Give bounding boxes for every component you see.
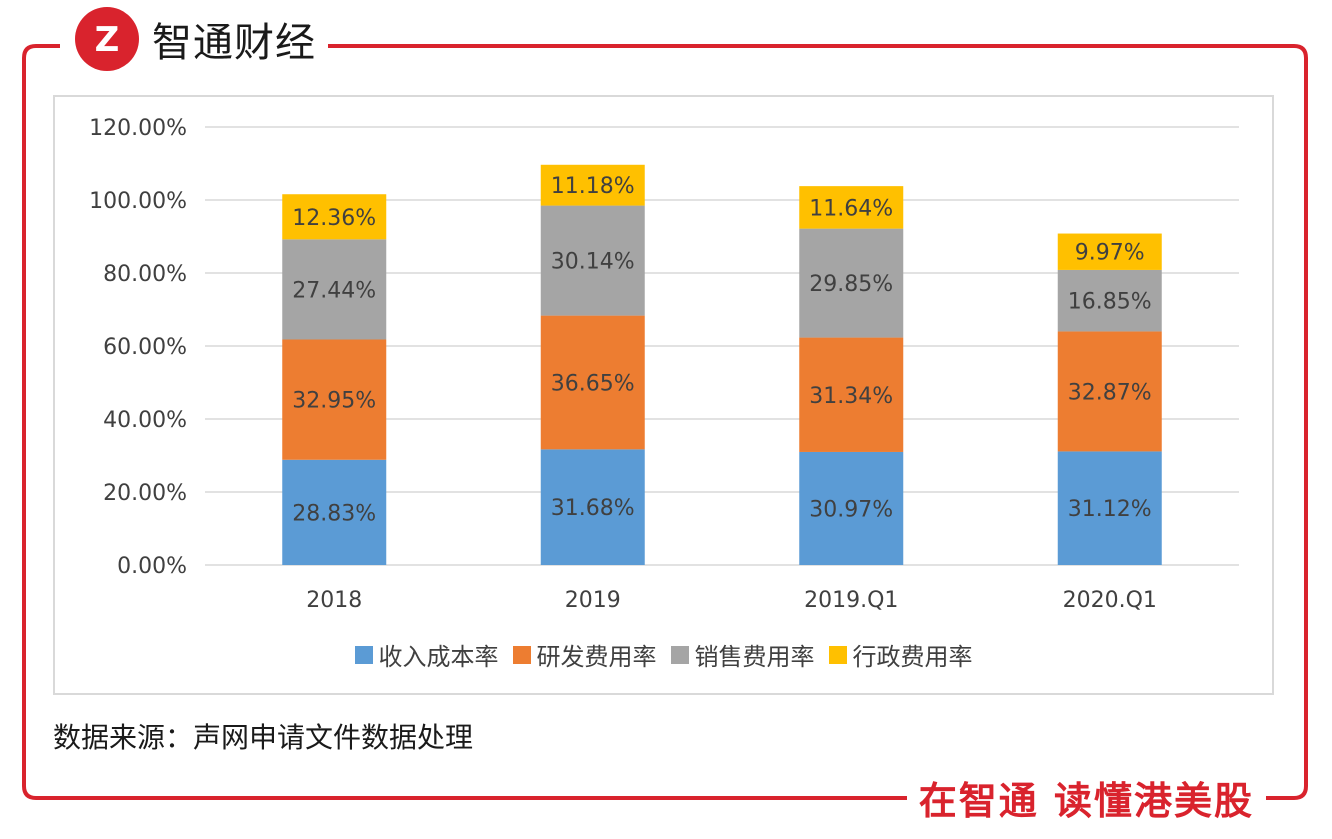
bar-segment [282, 339, 387, 460]
data-label: 31.68% [551, 496, 635, 521]
data-label: 11.18% [551, 174, 635, 199]
y-tick-label: 60.00% [103, 335, 187, 360]
x-tick-label: 2019 [565, 588, 621, 613]
bar-segment [540, 164, 645, 206]
bar-segment [1057, 233, 1162, 270]
data-label: 32.87% [1068, 380, 1152, 405]
bar-segment [799, 451, 904, 565]
data-label: 30.97% [809, 497, 893, 522]
data-label: 28.83% [292, 501, 376, 526]
chart-legend: 收入成本率 研发费用率 销售费用率 行政费用率 [55, 637, 1272, 672]
chart-container: 0.00% 20.00% 40.00% 60.00% 80.00% 100.00% 120.… [53, 95, 1274, 695]
brand-logo-icon: Z [75, 7, 139, 71]
legend-item: 行政费用率 [828, 637, 973, 672]
data-label: 9.97% [1075, 241, 1145, 266]
legend-item: 研发费用率 [512, 637, 657, 672]
x-tick-label: 2020.Q1 [1063, 588, 1157, 613]
bar-segment [282, 194, 387, 240]
legend-item: 收入成本率 [354, 637, 499, 672]
data-label: 27.44% [292, 278, 376, 303]
y-tick-label: 100.00% [89, 189, 187, 214]
legend-swatch [354, 645, 373, 664]
data-label: 32.95% [292, 389, 376, 414]
legend-label: 收入成本率 [378, 643, 499, 671]
bar-segment [799, 337, 904, 452]
legend-item: 销售费用率 [670, 637, 815, 672]
bar-segment [540, 449, 645, 565]
bar-segment [1057, 451, 1162, 565]
legend-swatch [828, 645, 847, 664]
legend-swatch [512, 645, 531, 664]
brand-logo-glyph: Z [95, 20, 120, 60]
legend-label: 销售费用率 [694, 643, 815, 671]
frame-border [22, 44, 1308, 800]
data-label: 12.36% [292, 206, 376, 231]
source-note: 数据来源：声网申请文件数据处理 [53, 721, 474, 754]
bar-segment [799, 228, 904, 338]
legend-label: 行政费用率 [852, 643, 973, 671]
data-label: 11.64% [809, 196, 893, 221]
data-label: 36.65% [551, 371, 635, 396]
data-label: 31.34% [809, 384, 893, 409]
y-tick-label: 80.00% [103, 262, 187, 287]
legend-swatch [670, 645, 689, 664]
bar-segment [282, 239, 387, 340]
data-label: 30.14% [551, 250, 635, 275]
x-tick-label: 2019.Q1 [804, 588, 898, 613]
stacked-bar-chart: 0.00% 20.00% 40.00% 60.00% 80.00% 100.00% 120.… [89, 116, 1239, 613]
data-label: 16.85% [1068, 290, 1152, 315]
brand-header: Z 智通财经 [74, 6, 328, 72]
y-tick-label: 20.00% [103, 481, 187, 506]
bar-segment [1057, 331, 1162, 452]
data-label: 29.85% [809, 272, 893, 297]
bar-segment [540, 205, 645, 316]
y-tick-label: 120.00% [89, 116, 187, 141]
y-tick-label: 40.00% [103, 408, 187, 433]
bar-segment [1057, 269, 1162, 332]
bar-segment [282, 459, 387, 565]
slogan: 在智通 读懂港美股 [906, 770, 1266, 824]
bar-segment [799, 186, 904, 229]
data-label: 31.12% [1068, 497, 1152, 522]
x-tick-label: 2018 [306, 588, 362, 613]
brand-name: 智通财经 [152, 20, 316, 66]
bar-segment [540, 315, 645, 450]
y-tick-label: 0.00% [117, 554, 187, 579]
legend-label: 研发费用率 [536, 643, 657, 671]
